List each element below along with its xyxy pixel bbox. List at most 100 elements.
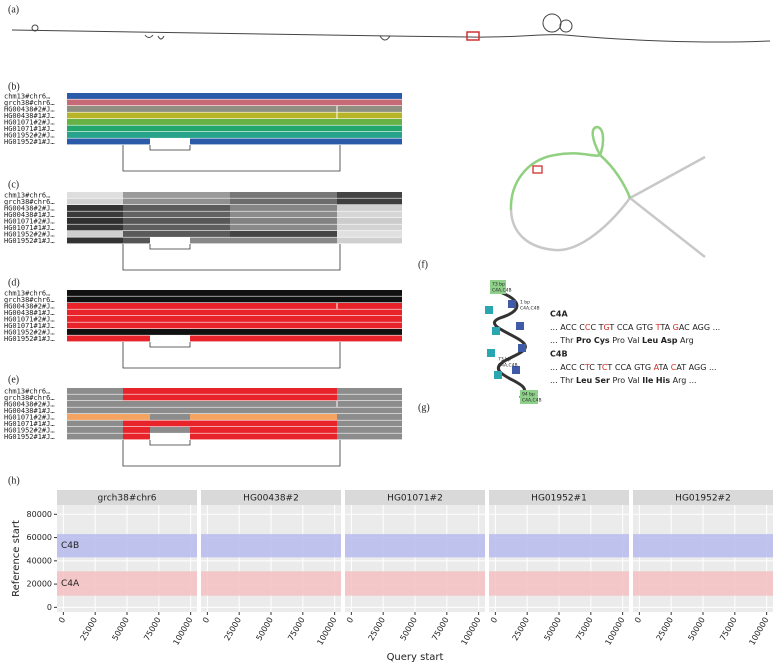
path-segment [67,322,402,329]
graph-overview [11,13,771,43]
path-segment [230,198,337,205]
x-tick-label: 25000 [79,616,100,643]
amino-acid: Pro [612,336,625,345]
path-segment [67,296,402,303]
path-name: HG01071#2#J… [4,413,55,421]
path-segment [123,433,150,440]
path-name: HG00438#2#J… [4,400,55,408]
path-segment [150,237,190,244]
path-segment [337,394,402,401]
codon: TCT [596,363,612,372]
helix-tag [520,390,538,404]
path-name: HG01071#1#J… [4,224,55,232]
bubble-tree [122,440,341,467]
facet: HG01071#2 0 25000 50000 75000 100000 [345,490,485,647]
x-tick-label: 100000 [459,616,482,647]
facet: HG01952#1 0 25000 50000 75000 100000 [489,490,629,647]
path-segment [123,388,337,394]
codon: TTA [655,323,671,332]
path-name: HG00438#2#J… [4,302,55,310]
helix-label: C4A,C4B [492,288,512,294]
x-tick-label: 100000 [171,616,194,647]
path-segment [337,211,402,218]
path-segment [123,394,337,401]
helix-diagram [485,280,538,404]
amino-acid: Pro [612,376,625,385]
codon: ... [713,323,721,332]
facet-title: HG01071#2 [387,494,443,504]
path-segment [337,192,402,198]
bubble [31,24,39,32]
bubble-tree [122,244,341,271]
codon-letter: C [671,363,677,372]
path-segment [337,237,402,244]
path-segment [123,218,230,224]
codon-letter: C [585,323,591,332]
helix-label: 73 bp [492,282,505,288]
path-name: HG01071#2#J… [4,217,55,225]
x-tick-label: 75000 [574,616,595,643]
panel-label: (e) [8,374,19,385]
path-name: HG00438#1#J… [4,407,55,415]
amino-line: ... Thr Pro Cys Pro Val Leu Asp Arg [550,336,694,345]
bubble-tree [122,145,341,172]
codon: ACC [560,323,577,332]
x-tick-label: 0 [57,616,67,625]
path-segment [67,329,402,335]
path-segment [190,433,337,440]
path-segment [150,335,190,342]
x-axis-title: Query start [387,652,444,663]
amino-acid: Arg [680,336,694,345]
path-segment [67,309,402,316]
strip [57,490,197,505]
path-name: HG00438#1#J… [4,112,55,120]
helix-tag [490,280,506,294]
x-tick-label: 25000 [655,616,676,643]
codon-letter: T [598,323,604,332]
path-segment [123,192,230,198]
codon: CAT [671,363,686,372]
bubble-tree [122,342,341,369]
amino-acid: ... [550,376,558,385]
codon-letter: T [659,323,665,332]
path-segment [337,205,402,211]
codon-letter: C [590,323,596,332]
path-segment [337,231,402,237]
path-name: HG01071#1#J… [4,420,55,428]
x-tick-label: 75000 [142,616,163,643]
codon: ... [550,363,558,372]
path-name: HG01952#1#J… [4,138,55,146]
facet-title: HG00438#2 [243,494,299,504]
path-rows: chm13#chr6…grch38#chr6…HG00438#2#J…HG004… [4,289,402,369]
x-tick-label: 0 [489,616,499,625]
codon: CCC [579,323,596,332]
gene-band [201,571,341,596]
path-segment [67,132,402,138]
path-name: chm13#chr6… [4,289,50,297]
codon-letter: A [679,323,685,332]
helix-nodes [508,300,526,374]
panel-label: (b) [8,81,20,92]
x-tick-label: 50000 [542,616,563,643]
path-segment [230,224,337,231]
path-segment [67,237,123,244]
x-tick-label: 25000 [223,616,244,643]
y-tick-label: 20000 [27,580,52,589]
helix-label: 1 bp [520,300,530,306]
path-segment [230,218,337,224]
codon-line: ... ACC CCC TGT CCA GTG TTA GAC AGG ... [550,323,720,332]
codon: AGG [689,363,707,372]
bubble [542,13,562,33]
band-label: C4A [61,579,80,589]
graph-backbone [11,29,771,43]
path-name: grch38#chr6… [4,198,55,206]
facet: HG01952#2 0 25000 50000 75000 100000 [633,490,773,647]
x-tick-label: 50000 [254,616,275,643]
bubble [379,35,391,41]
codon-letter: C [579,323,585,332]
codon-letter: T [655,323,661,332]
path-segment [67,394,123,401]
path-segment [67,231,123,237]
path-segment [337,433,402,440]
